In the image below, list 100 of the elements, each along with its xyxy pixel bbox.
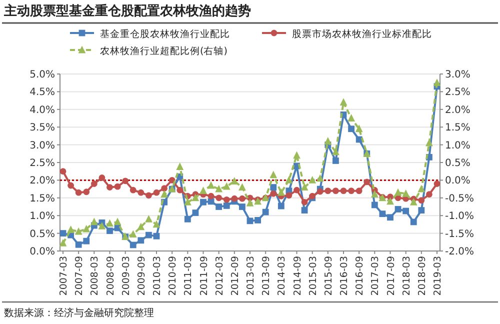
point [59,239,67,246]
x-tick-label: 2018-03 [401,256,412,296]
point [410,198,418,206]
point [106,184,113,190]
point [348,114,355,122]
point [222,182,230,190]
point [145,214,152,222]
point [83,188,90,196]
y-tick-label: 0.0% [30,246,55,258]
point [301,207,308,214]
x-tick-label: 2016-09 [354,256,366,296]
y2-tick-label: 3.0% [445,70,470,80]
x-tick-label: 2010-03 [152,256,163,296]
x-tick-label: 2008-09 [105,256,116,296]
point [418,184,426,192]
point [223,202,230,209]
point [277,188,285,196]
point [332,188,339,194]
y-tick-label: 2.5% [30,158,55,169]
point [192,194,200,202]
x-tick-label: 2012-09 [230,256,241,296]
point [75,241,82,248]
source-note: 数据来源：经济与金融研究院整理 [4,307,154,319]
y2-tick-label: 0.5% [445,158,470,169]
point [308,176,316,184]
y2-tick-label: 1.0% [445,140,470,152]
point [286,192,292,199]
point [426,191,432,198]
y2-tick-label: -2.0% [445,246,474,258]
y2-tick-label: 2.5% [445,87,470,98]
point [216,194,222,202]
point [146,232,152,238]
y2-tick-label: 2.0% [445,104,470,116]
point [239,195,246,202]
point [130,186,136,194]
point [379,210,386,218]
x-tick-label: 2009-09 [136,256,148,296]
point [386,197,394,205]
x-tick-label: 2008-03 [90,256,101,296]
x-tick-label: 2017-03 [370,256,382,296]
point [387,214,394,221]
point [83,238,90,244]
point [300,183,308,190]
point [270,170,278,178]
point [98,174,106,181]
point [285,176,293,184]
point [410,218,417,226]
point [200,186,207,194]
x-tick-label: 2011-03 [183,256,194,296]
point [60,168,66,175]
point [114,218,122,226]
y-tick-label: 4.5% [30,87,55,98]
point [137,222,145,230]
x-tick-label: 2010-09 [168,256,179,296]
y-tick-label: 1.0% [30,211,55,222]
y-tick-label: 3.5% [30,122,55,134]
point [270,190,277,197]
point [394,206,402,212]
point [82,224,90,232]
x-tick-label: 2009-03 [120,256,132,296]
point [293,151,300,159]
point [356,188,362,194]
point [90,218,98,226]
x-tick-label: 2012-03 [214,256,226,296]
point [301,198,308,206]
point [192,210,199,216]
point [75,189,82,196]
point [98,222,106,230]
point [60,230,66,236]
x-tick-label: 2015-03 [308,256,319,296]
point [340,188,347,194]
y-tick-label: 0.5% [30,228,55,240]
point [146,192,152,199]
point [316,188,324,195]
point [160,190,168,198]
point [216,204,222,210]
point [332,148,340,156]
x-tick-label: 2013-03 [246,256,256,296]
point [231,195,238,202]
point [138,237,144,244]
point [176,186,184,194]
x-tick-label: 2017-09 [386,256,397,296]
legend-label: 基金重仓股农林牧渔行业配比 [100,28,230,40]
point [114,183,121,190]
point [324,188,332,194]
point [67,226,74,233]
y-tick-label: 1.5% [30,193,55,204]
point [161,185,168,192]
point [176,162,184,170]
x-tick-label: 2016-03 [339,256,350,296]
y-tick-label: 3.0% [30,140,55,152]
point [402,189,410,197]
x-tick-label: 2019-03 [432,256,444,296]
point [152,220,160,228]
point [122,178,129,184]
point [348,188,354,194]
y2-tick-label: 1.5% [445,122,470,134]
point [371,202,378,208]
point [129,230,137,238]
point [270,184,277,190]
